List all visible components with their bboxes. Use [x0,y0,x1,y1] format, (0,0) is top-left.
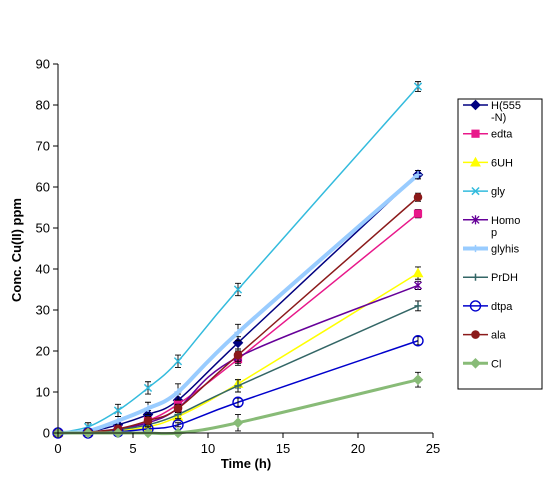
data-point [114,417,122,425]
legend-marker [469,300,482,312]
data-point [173,404,183,413]
legend-label: edta [491,129,513,141]
legend-marker [470,99,481,111]
legend-label: dtpa [491,301,513,313]
y-tick-label: 30 [36,303,50,318]
legend-item-edta: edta [463,129,513,141]
data-point [232,396,244,408]
data-point [412,335,424,347]
legend-label: ala [491,330,507,342]
data-point [173,357,183,366]
data-point [414,171,422,179]
data-point [232,417,244,429]
y-tick-label: 0 [43,426,50,441]
data-point [413,280,423,290]
data-point [143,416,153,426]
legend-label: Homo [491,215,520,227]
x-tick-label: 0 [54,441,61,456]
legend-box [457,98,543,390]
legend-item-ala: ala [463,330,507,342]
legend-marker [471,129,480,138]
series-line [57,86,419,434]
legend-item-6uh: 6UH [463,156,513,169]
y-tick-label: 40 [36,262,50,277]
data-point [413,209,423,218]
y-tick-label: 10 [36,385,50,400]
data-point [414,302,422,310]
legend-label: 6UH [491,157,513,169]
data-point [174,388,182,396]
y-tick-label: 50 [36,221,50,236]
y-tick-label: 80 [36,98,50,113]
legend-item-dtpa: dtpa [463,300,513,313]
y-tick-label: 20 [36,344,50,359]
x-tick-label: 15 [276,441,290,456]
legend-label: H(555 [491,100,521,112]
x-tick-label: 10 [201,441,215,456]
error-bar [175,422,181,428]
legend-label: -N) [491,112,506,124]
x-tick-label: 20 [351,441,365,456]
legend-label: glyhis [491,244,520,256]
plot-area [52,81,424,439]
data-point [233,350,243,360]
legend-item-gly: gly [463,186,506,198]
data-point [113,406,123,415]
y-tick-label: 60 [36,180,50,195]
y-tick-label: 90 [36,57,50,72]
legend-marker [471,186,480,196]
data-point [234,382,242,390]
axes: 0 10 20 30 40 50 60 70 80 90 0 5 10 15 20 25 [36,57,441,457]
data-point [413,192,423,202]
data-point [234,328,242,337]
x-axis-title: Time (h) [221,456,271,471]
legend-item-glyhis: glyhis [463,244,520,256]
legend-marker [471,330,480,339]
data-point [413,82,423,91]
data-point [412,267,424,278]
legend-marker [471,244,480,253]
legend-marker [471,273,480,281]
legend-label: PrDH [491,272,518,284]
legend-label: p [491,227,497,239]
y-axis-title: Conc. Cu(II) ppm [9,198,24,302]
x-tick-label: 25 [426,441,440,456]
legend-marker [471,215,480,225]
data-point [144,404,152,412]
x-tick-label: 5 [129,441,136,456]
legend-item-prdh: PrDH [463,272,518,284]
legend-marker [470,156,481,167]
legend-label: Cl [491,358,501,370]
legend-item-cl: Cl [463,357,501,370]
data-point [412,374,424,386]
data-point [143,383,153,393]
y-tick-label: 70 [36,139,50,154]
legend-item-h-555-n-: H(555-N) [463,99,521,124]
legend-marker [470,357,481,369]
data-point [233,285,243,294]
legend-label: gly [491,186,506,198]
